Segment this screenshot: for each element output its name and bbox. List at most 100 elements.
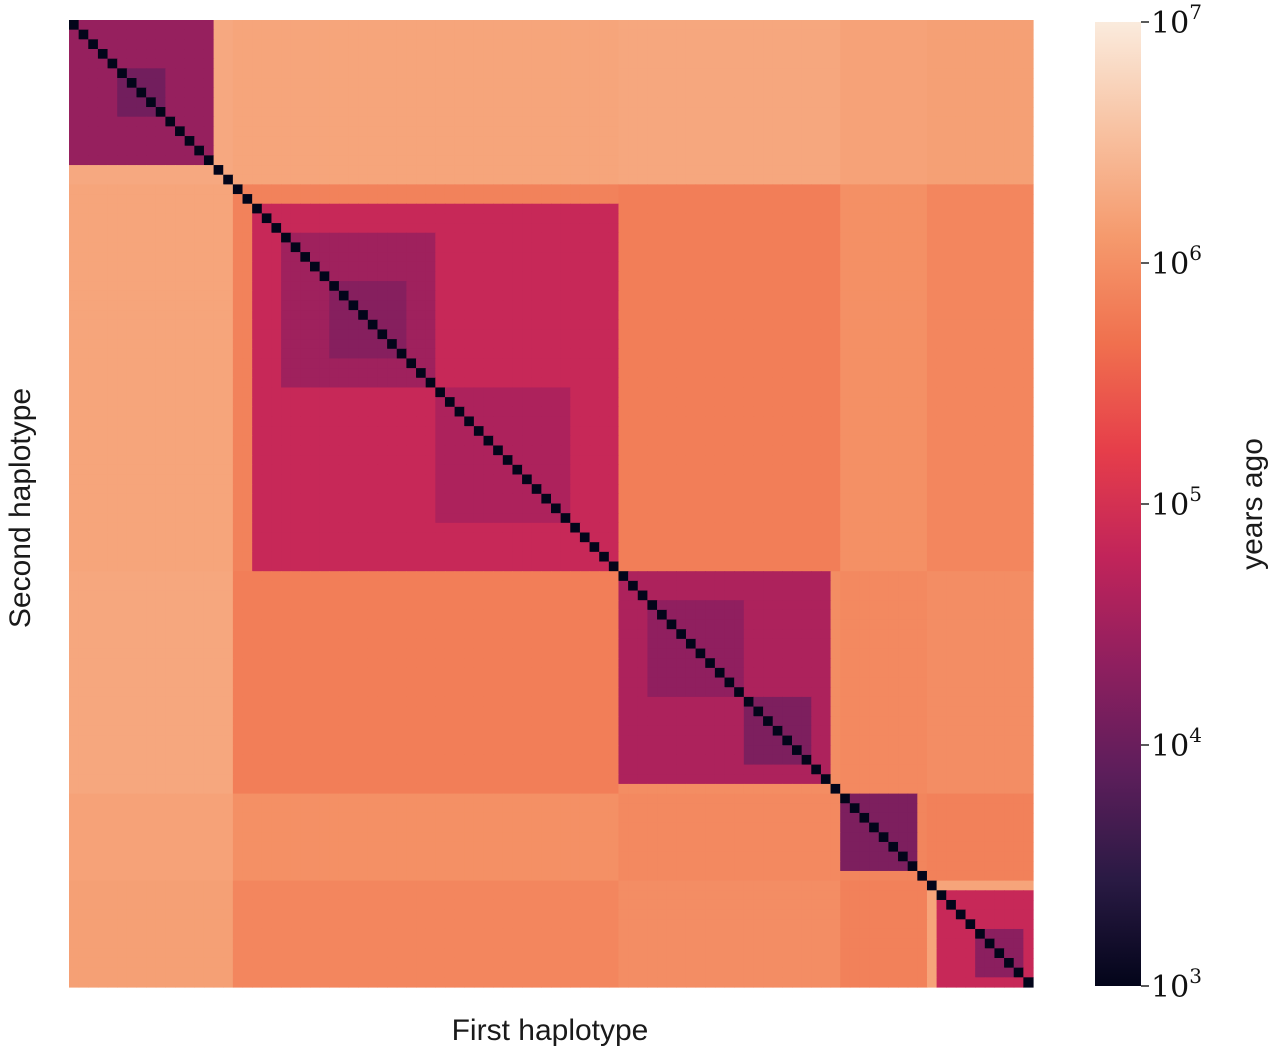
heatmap-cell (608, 455, 620, 466)
heatmap-cell (416, 87, 427, 98)
heatmap-cell (146, 474, 157, 485)
heatmap-cell (444, 435, 456, 447)
heatmap-cell (647, 290, 658, 302)
heatmap-cell (647, 223, 658, 234)
heatmap-cell (165, 29, 176, 40)
heatmap-cell (666, 78, 677, 89)
heatmap-cell (223, 232, 234, 244)
heatmap-cell (396, 358, 407, 369)
heatmap-cell (551, 252, 562, 263)
heatmap-cell (406, 358, 417, 369)
heatmap-cell (155, 68, 166, 79)
heatmap-cell (589, 339, 600, 350)
heatmap-cell (984, 20, 996, 31)
heatmap-cell (406, 445, 417, 456)
heatmap-cell (926, 493, 938, 505)
heatmap-cell (859, 484, 870, 495)
heatmap-cell (753, 165, 764, 176)
heatmap-cell (599, 29, 610, 40)
heatmap-cell (714, 261, 726, 273)
heatmap-cell (396, 387, 407, 398)
heatmap-cell (647, 329, 658, 340)
heatmap-cell (849, 39, 861, 50)
heatmap-cell (946, 435, 957, 447)
heatmap-cell (801, 107, 812, 118)
heatmap-cell (878, 97, 889, 108)
heatmap-cell (464, 368, 475, 379)
heatmap-cell (281, 68, 292, 79)
heatmap-cell (705, 68, 716, 79)
heatmap-cell (454, 58, 465, 69)
heatmap-cell (165, 426, 176, 437)
heatmap-cell (637, 339, 648, 350)
heatmap-cell (772, 426, 783, 437)
heatmap-cell (319, 348, 330, 360)
heatmap-cell (387, 145, 398, 156)
heatmap-cell (223, 116, 234, 127)
heatmap-cell (917, 203, 928, 214)
heatmap-cell (416, 464, 427, 476)
heatmap-cell (146, 165, 157, 176)
heatmap-cell (338, 165, 350, 176)
heatmap-cell (444, 68, 456, 79)
heatmap-cell (705, 39, 716, 50)
heatmap-cell (849, 87, 861, 98)
heatmap-cell (502, 39, 514, 50)
heatmap-cell (840, 145, 851, 156)
heatmap-cell (589, 29, 600, 40)
heatmap-cell (695, 271, 706, 282)
heatmap-cell (252, 416, 263, 427)
heatmap-cell (88, 136, 99, 147)
heatmap-cell (637, 126, 648, 137)
heatmap-cell (464, 87, 475, 98)
heatmap-cell (252, 184, 263, 195)
heatmap-cell (965, 435, 976, 447)
heatmap-cell (589, 223, 600, 234)
heatmap-cell (406, 261, 417, 273)
heatmap-cell (136, 136, 147, 147)
heatmap-cell (493, 242, 504, 253)
heatmap-cell (435, 68, 446, 79)
heatmap-cell (512, 29, 523, 40)
heatmap-cell (965, 39, 976, 50)
heatmap-cell (975, 20, 986, 31)
heatmap-cell (570, 242, 581, 253)
heatmap-cell (522, 397, 533, 408)
heatmap-cell (531, 145, 542, 156)
heatmap-cell (78, 397, 89, 408)
heatmap-cell (425, 368, 436, 379)
heatmap-cell (387, 484, 398, 495)
heatmap-cell (367, 348, 379, 360)
heatmap-cell (666, 242, 677, 253)
heatmap-cell (213, 455, 224, 466)
heatmap-cell (242, 387, 253, 398)
heatmap-cell (502, 310, 514, 321)
heatmap-cell (926, 78, 938, 89)
heatmap-cell (290, 126, 301, 137)
heatmap-cell (753, 397, 764, 408)
heatmap-cell (840, 174, 851, 185)
heatmap-cell (203, 155, 215, 166)
heatmap-cell (223, 339, 234, 350)
heatmap-cell (310, 387, 321, 398)
heatmap-cell (223, 493, 234, 505)
heatmap-cell (136, 387, 147, 398)
heatmap-cell (261, 223, 273, 234)
heatmap-cell (512, 271, 523, 282)
heatmap-cell (714, 49, 726, 60)
heatmap-cell (743, 145, 755, 156)
heatmap-cell (522, 194, 533, 205)
heatmap-cell (599, 271, 610, 282)
heatmap-cell (898, 223, 909, 234)
heatmap-cell (1013, 310, 1024, 321)
heatmap-cell (493, 329, 504, 340)
heatmap-cell (358, 49, 369, 60)
heatmap-cell (589, 58, 600, 69)
heatmap-cell (522, 261, 533, 273)
heatmap-cell (425, 426, 436, 437)
heatmap-cell (78, 310, 89, 321)
heatmap-cell (936, 155, 947, 166)
heatmap-cell (830, 435, 841, 447)
heatmap-cell (223, 68, 234, 79)
heatmap-cell (281, 493, 292, 505)
